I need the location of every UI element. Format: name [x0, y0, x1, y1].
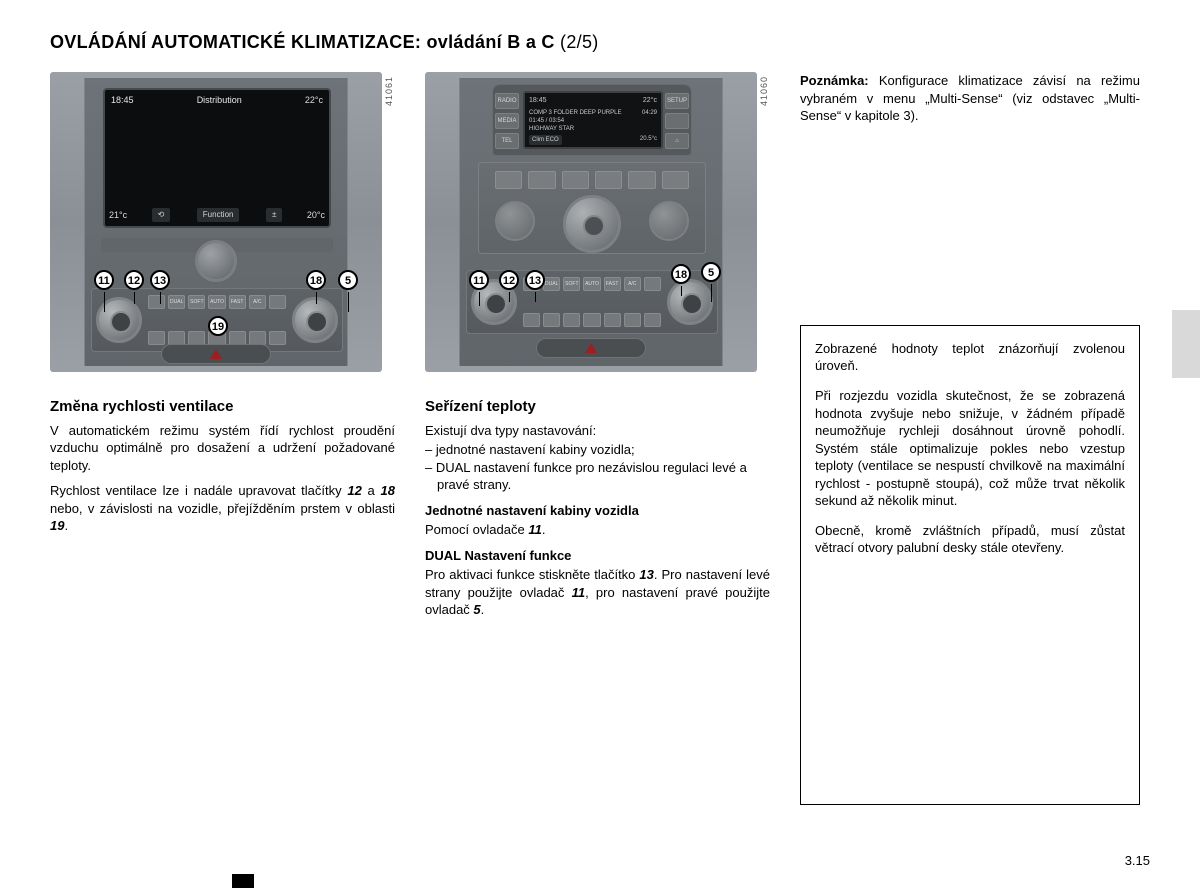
- columns: 41061 18:45 Distribution 22°c 21°c ⟲: [50, 72, 1150, 805]
- col1-heading: Změna rychlosti ventilace: [50, 397, 395, 417]
- figA-screen: 18:45 Distribution 22°c 21°c ⟲ Function …: [103, 88, 331, 228]
- figB-hazard: [536, 338, 646, 358]
- col1-p2: Rychlost ventilace lze i nadále upravova…: [50, 482, 395, 535]
- figA-foot-l: 21°c: [109, 209, 127, 221]
- figB-screen: 18:45 22°c COMP 3 FOLDER DEEP PURPLE 04:…: [523, 91, 663, 149]
- col2-sub2p: Pro aktivaci funkce stiskněte tlačítko 1…: [425, 566, 770, 619]
- col2-li1: jednotné nastavení kabiny vozidla;: [437, 441, 770, 459]
- cb: SOFT: [188, 295, 205, 309]
- sbtn: TEL: [495, 133, 519, 149]
- figA-foot-b3: ±: [266, 208, 282, 223]
- sbtn: ⌂: [665, 133, 689, 149]
- figA-hazard: [161, 344, 271, 364]
- col2-p1: Existují dva typy nastavování:: [425, 422, 770, 440]
- title-main: OVLÁDÁNÍ AUTOMATICKÉ KLIMATIZACE: ovládá…: [50, 32, 555, 52]
- figB-screen-bezel: RADIO MEDIA TEL SETUP ⌂: [492, 84, 692, 156]
- figA-temp-right: 22°c: [305, 94, 323, 106]
- figB-mediapanel: [478, 162, 706, 254]
- figA-foot-b1: ⟲: [152, 208, 171, 223]
- figB-console: RADIO MEDIA TEL SETUP ⌂: [459, 78, 723, 366]
- figB-knob-right: [667, 279, 713, 325]
- info-box: Zobrazené hodnoty teplot znázorňují zvol…: [800, 325, 1140, 805]
- box-p2: Při rozjezdu vozidla skutečnost, že se z…: [815, 387, 1125, 510]
- side-thumb-tab: [1172, 310, 1200, 378]
- callout-5a: 5: [338, 270, 358, 290]
- cb: [148, 295, 165, 309]
- column-left: 41061 18:45 Distribution 22°c 21°c ⟲: [50, 72, 395, 805]
- figure-b-photo-id: 41060: [758, 76, 770, 106]
- sbtn: RADIO: [495, 93, 519, 109]
- column-mid: 41060 RADIO MEDIA TEL SETUP: [425, 72, 770, 805]
- figA-knob-left: [96, 297, 142, 343]
- cb: AUTO: [208, 295, 225, 309]
- figA-screen-title: Distribution: [134, 94, 305, 106]
- cb: [269, 295, 286, 309]
- col3-note: Poznámka: Konfigurace klimatizace závisí…: [800, 72, 1140, 125]
- box-p1: Zobrazené hodnoty teplot znázorňují zvol…: [815, 340, 1125, 375]
- column-right: Poznámka: Konfigurace klimatizace závisí…: [800, 72, 1140, 805]
- col2-sub1: Jednotné nastavení kabiny vozidla: [425, 503, 639, 518]
- cb: FAST: [229, 295, 246, 309]
- sbtn: MEDIA: [495, 113, 519, 129]
- col2-sub2: DUAL Nastavení funkce: [425, 548, 571, 563]
- figure-b-wrap: 41060 RADIO MEDIA TEL SETUP: [425, 72, 770, 387]
- figA-foot-r: 20°c: [307, 209, 325, 221]
- footer-mark: [232, 874, 254, 888]
- figA-time: 18:45: [111, 94, 134, 106]
- figure-a-photo-id: 41061: [383, 76, 395, 106]
- page-number: 3.15: [1125, 852, 1150, 870]
- figure-a: 18:45 Distribution 22°c 21°c ⟲ Function …: [50, 72, 382, 372]
- box-p3: Obecně, kromě zvláštních případů, musí z…: [815, 522, 1125, 557]
- sbtn: [665, 113, 689, 129]
- figA-knob-right: [292, 297, 338, 343]
- figure-a-wrap: 41061 18:45 Distribution 22°c 21°c ⟲: [50, 72, 395, 387]
- col2-li2: DUAL nastavení funkce pro nezávislou reg…: [437, 459, 770, 494]
- col1-p1: V automatickém režimu systém řídí rychlo…: [50, 422, 395, 475]
- col2-heading: Seřízení teploty: [425, 397, 770, 417]
- cb: DUAL: [168, 295, 185, 309]
- figA-foot-b2: Function: [197, 208, 240, 223]
- cb: A/C: [249, 295, 266, 309]
- figure-b: RADIO MEDIA TEL SETUP ⌂: [425, 72, 757, 372]
- title-page-marker: (2/5): [560, 32, 599, 52]
- col2-sub1p: Pomocí ovladače 11.: [425, 521, 770, 539]
- col2-list: jednotné nastavení kabiny vozidla; DUAL …: [425, 441, 770, 494]
- figA-center-dial: [195, 240, 237, 282]
- page: OVLÁDÁNÍ AUTOMATICKÉ KLIMATIZACE: ovládá…: [0, 0, 1200, 825]
- sbtn: SETUP: [665, 93, 689, 109]
- page-title: OVLÁDÁNÍ AUTOMATICKÉ KLIMATIZACE: ovládá…: [50, 30, 1150, 54]
